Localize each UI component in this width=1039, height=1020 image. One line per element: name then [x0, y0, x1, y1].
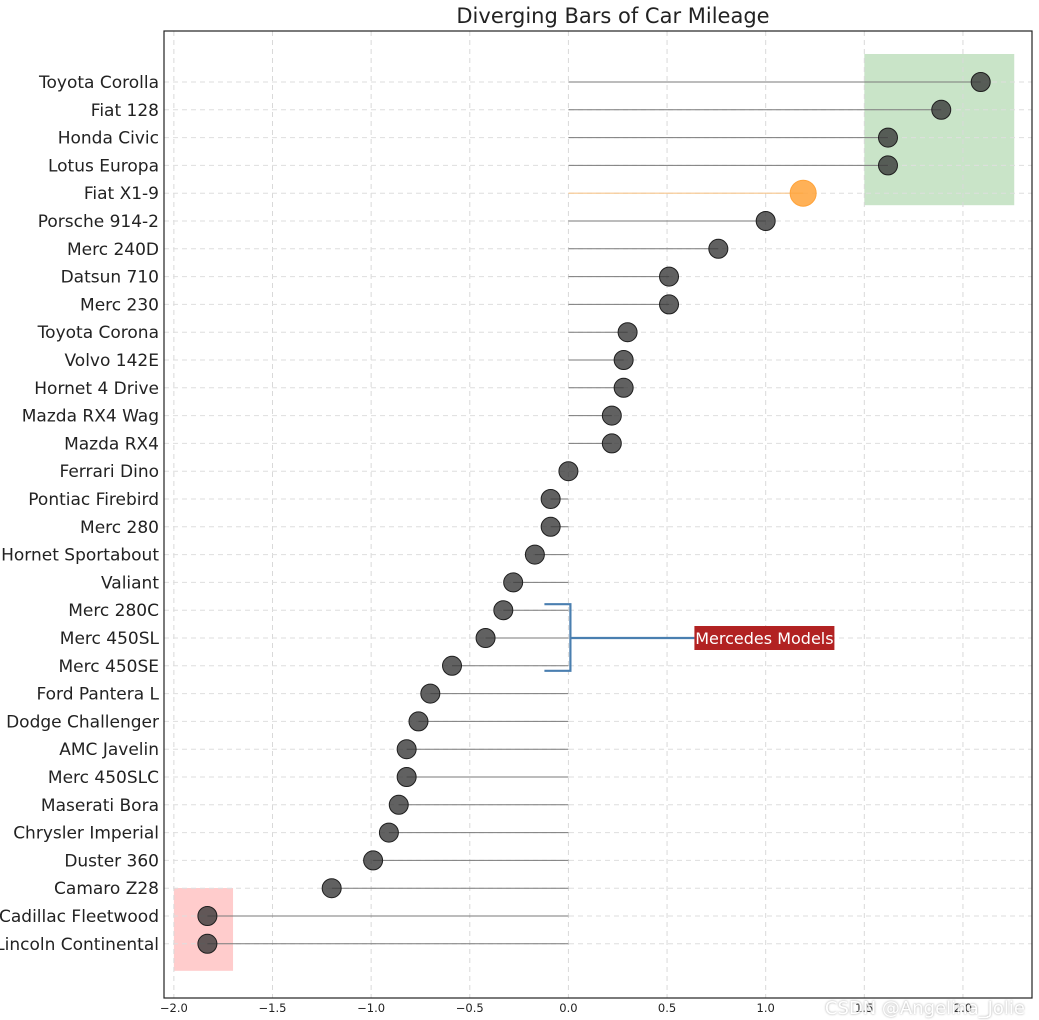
y-tick-label: Ford Pantera L — [36, 685, 159, 705]
data-point — [475, 628, 496, 648]
mercedes-bracket — [544, 603, 695, 672]
data-point — [601, 433, 622, 454]
y-tick-label: Mazda RX4 — [64, 434, 159, 454]
data-point — [408, 711, 429, 732]
y-tick-label: Volvo 142E — [65, 351, 160, 371]
data-point — [659, 266, 680, 287]
data-point — [540, 516, 561, 537]
y-tick-label: Merc 450SLC — [48, 768, 159, 788]
x-tick-label: 0.0 — [559, 1001, 577, 1015]
y-tick-label: Merc 280 — [80, 518, 159, 538]
data-point — [197, 906, 218, 926]
x-tick-label: 1.5 — [855, 1001, 873, 1015]
data-point — [613, 377, 634, 398]
y-tick-labels: Toyota Corolla Fiat 128 Honda Civic Lotus E… — [0, 73, 160, 955]
data-point — [396, 739, 417, 760]
y-tick-label: Merc 280C — [68, 601, 159, 621]
chart-title: Diverging Bars of Car Mileage — [456, 4, 769, 28]
y-tick-label: Pontiac Firebird — [28, 490, 159, 510]
data-point — [877, 155, 898, 176]
y-tick-label: Camaro Z28 — [54, 879, 159, 899]
y-tick-label: Toyota Corona — [37, 323, 159, 343]
red-region — [173, 888, 234, 971]
data-point — [931, 99, 952, 120]
data-point — [601, 405, 622, 426]
data-point — [877, 127, 898, 148]
y-tick-label: Cadillac Fleetwood — [0, 907, 159, 927]
data-point — [197, 933, 218, 954]
y-tick-label: Duster 360 — [64, 851, 159, 871]
data-point — [388, 794, 409, 815]
x-tick-label: −2.0 — [160, 1001, 188, 1015]
x-tick-label: −1.0 — [357, 1001, 385, 1015]
mercedes-annotation: Mercedes Models — [544, 603, 835, 672]
annotation-label: Mercedes Models — [695, 629, 833, 648]
y-tick-label: Datsun 710 — [61, 268, 159, 288]
y-tick-label: Valiant — [101, 573, 159, 593]
data-point — [524, 544, 545, 565]
data-point — [396, 767, 417, 787]
data-point — [659, 294, 680, 315]
y-tick-label: Fiat 128 — [91, 101, 159, 121]
data-point — [540, 489, 561, 509]
y-tick-label: AMC Javelin — [59, 740, 159, 760]
y-tick-label: Honda Civic — [58, 129, 159, 149]
annotation-box — [694, 626, 835, 650]
data-point — [420, 683, 441, 704]
y-tick-label: Lotus Europa — [48, 156, 159, 176]
data-point — [613, 350, 634, 370]
markers — [197, 72, 991, 954]
data-point — [970, 72, 991, 92]
y-tick-label: Porsche 914-2 — [38, 212, 159, 232]
data-point — [789, 179, 817, 207]
data-point — [378, 822, 399, 843]
x-tick-label: 0.5 — [658, 1001, 676, 1015]
data-point — [558, 461, 579, 482]
x-tick-labels: −2.0 −1.5 −1.0 −0.5 0.0 0.5 1.0 1.5 2.0 — [160, 1001, 972, 1015]
y-tick-label: Toyota Corolla — [38, 73, 159, 93]
y-tick-label: Hornet 4 Drive — [34, 379, 159, 399]
y-tick-label: Ferrari Dino — [59, 462, 159, 482]
plot-frame — [163, 30, 1033, 999]
data-point — [617, 322, 638, 343]
data-point — [363, 850, 384, 871]
y-tick-label: Hornet Sportabout — [1, 546, 159, 566]
x-tick-label: −0.5 — [456, 1001, 484, 1015]
data-point — [708, 238, 729, 259]
x-tick-label: 2.0 — [954, 1001, 972, 1015]
x-tick-label: −1.5 — [259, 1001, 287, 1015]
y-tick-label: Merc 450SE — [59, 657, 159, 677]
y-tick-label: Merc 230 — [80, 295, 159, 315]
y-tick-label: Dodge Challenger — [6, 712, 159, 732]
y-tick-label: Merc 450SL — [60, 629, 160, 649]
data-point — [503, 572, 524, 593]
y-tick-label: Fiat X1-9 — [84, 184, 159, 204]
data-point — [321, 878, 342, 899]
y-tick-label: Lincoln Continental — [0, 935, 159, 955]
y-tick-label: Maserati Bora — [41, 796, 159, 816]
y-tick-label: Merc 240D — [67, 240, 159, 260]
data-point — [755, 211, 776, 231]
watermark: CSDN @Angelina_Jolie — [824, 998, 1025, 1019]
y-tick-label: Mazda RX4 Wag — [22, 407, 159, 427]
y-tick-label: Chrysler Imperial — [13, 824, 159, 844]
data-point — [493, 600, 514, 621]
stems — [207, 81, 981, 945]
data-point — [442, 655, 463, 676]
x-tick-label: 1.0 — [757, 1001, 775, 1015]
